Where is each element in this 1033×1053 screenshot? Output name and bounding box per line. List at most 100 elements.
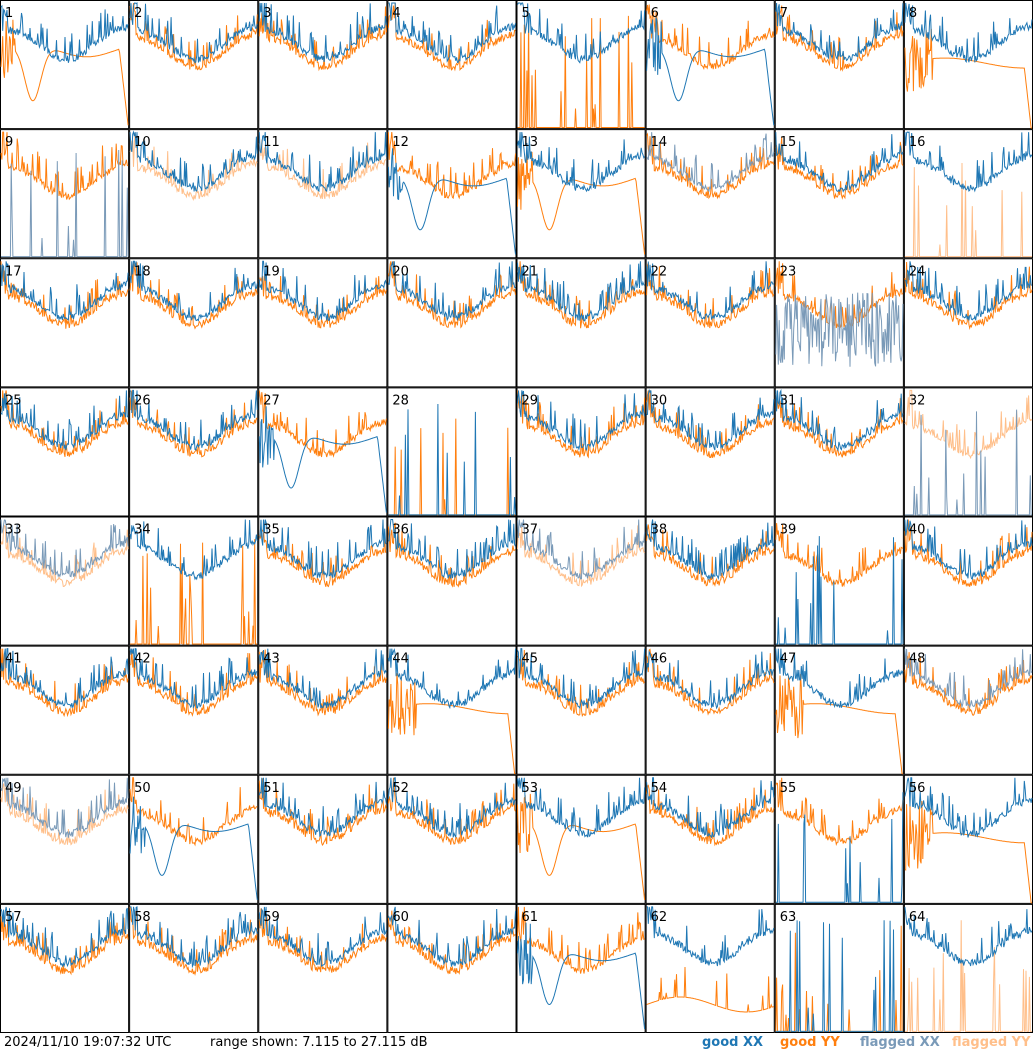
series-yy-panel-12 bbox=[387, 132, 516, 200]
series-yy-panel-60 bbox=[387, 910, 516, 975]
series-xx-panel-23 bbox=[775, 292, 904, 367]
antenna-panel-19: 19 bbox=[258, 258, 388, 388]
legend-good-xx: good XX bbox=[702, 1035, 764, 1050]
series-xx-panel-24 bbox=[904, 261, 1033, 321]
series-yy-panel-30 bbox=[646, 390, 775, 458]
series-xx-panel-53 bbox=[517, 777, 646, 838]
series-xx-panel-27 bbox=[258, 406, 387, 513]
panel-label: 57 bbox=[5, 910, 22, 925]
series-xx-panel-14 bbox=[646, 132, 775, 193]
panel-label: 11 bbox=[263, 135, 280, 150]
panel-label: 41 bbox=[5, 652, 22, 667]
panel-label: 4 bbox=[392, 6, 400, 21]
panel-label: 54 bbox=[651, 781, 668, 796]
series-xx-panel-21 bbox=[517, 261, 645, 322]
series-xx-panel-30 bbox=[646, 388, 775, 451]
series-yy-panel-36 bbox=[387, 522, 516, 588]
panel-frame bbox=[0, 516, 130, 646]
antenna-panel-31: 31 bbox=[774, 387, 904, 517]
series-xx-panel-1 bbox=[0, 4, 129, 63]
legend-good-yy: good YY bbox=[780, 1035, 840, 1050]
series-yy-panel-50 bbox=[129, 777, 258, 847]
panel-label: 47 bbox=[780, 652, 797, 667]
panel-label: 36 bbox=[392, 523, 409, 538]
panel-frame bbox=[774, 774, 904, 904]
antenna-panel-63: 63 bbox=[774, 903, 904, 1033]
panel-label: 61 bbox=[522, 910, 539, 925]
series-yy-panel-9 bbox=[0, 131, 129, 201]
series-yy-panel-17 bbox=[0, 261, 129, 329]
antenna-panel-3: 3 bbox=[258, 0, 388, 130]
panel-label: 7 bbox=[780, 6, 788, 21]
panel-label: 59 bbox=[263, 910, 280, 925]
antenna-panel-45: 45 bbox=[516, 645, 646, 775]
series-yy-panel-18 bbox=[129, 262, 258, 330]
series-xx-panel-15 bbox=[775, 132, 904, 193]
panel-label: 10 bbox=[134, 135, 151, 150]
panel-label: 62 bbox=[651, 910, 668, 925]
series-xx-panel-39 bbox=[775, 536, 904, 645]
series-yy-panel-3 bbox=[258, 6, 387, 72]
antenna-panel-52: 52 bbox=[387, 774, 517, 904]
panel-label: 27 bbox=[263, 393, 280, 408]
antenna-panel-58: 58 bbox=[129, 903, 259, 1033]
series-xx-panel-60 bbox=[387, 906, 516, 967]
series-yy-panel-13 bbox=[517, 148, 646, 255]
antenna-panel-39: 39 bbox=[774, 516, 904, 646]
series-yy-panel-20 bbox=[387, 261, 516, 329]
footer: 2024/11/10 19:07:32 UTC range shown: 7.1… bbox=[0, 1033, 1033, 1053]
panel-label: 40 bbox=[909, 523, 926, 538]
panel-label: 12 bbox=[392, 135, 409, 150]
series-yy-panel-16 bbox=[904, 162, 1032, 258]
antenna-panel-24: 24 bbox=[903, 258, 1033, 388]
series-xx-panel-19 bbox=[258, 260, 387, 321]
panel-frame bbox=[129, 129, 259, 259]
panel-frame bbox=[258, 516, 388, 646]
antenna-panel-11: 11 bbox=[258, 129, 388, 259]
series-xx-panel-35 bbox=[258, 519, 387, 579]
series-xx-panel-40 bbox=[904, 519, 1033, 581]
series-xx-panel-13 bbox=[517, 132, 646, 193]
panel-frame bbox=[0, 645, 130, 775]
panel-label: 13 bbox=[522, 135, 539, 150]
series-xx-panel-18 bbox=[129, 260, 258, 322]
series-xx-panel-54 bbox=[646, 777, 775, 839]
panel-label: 50 bbox=[134, 781, 151, 796]
series-yy-panel-37 bbox=[517, 525, 646, 588]
series-yy-panel-51 bbox=[258, 778, 387, 846]
series-xx-panel-11 bbox=[258, 132, 387, 193]
series-yy-panel-25 bbox=[0, 390, 129, 458]
antenna-panel-10: 10 bbox=[129, 129, 259, 259]
antenna-panel-36: 36 bbox=[387, 516, 517, 646]
antenna-panel-44: 44 bbox=[387, 645, 517, 775]
series-xx-panel-59 bbox=[258, 906, 387, 968]
antenna-panel-18: 18 bbox=[129, 258, 259, 388]
panel-label: 29 bbox=[522, 393, 539, 408]
series-yy-panel-22 bbox=[646, 262, 775, 329]
antenna-panel-16: 16 bbox=[903, 129, 1033, 259]
panel-label: 52 bbox=[392, 781, 409, 796]
series-xx-panel-5 bbox=[517, 2, 646, 64]
series-yy-panel-11 bbox=[258, 139, 387, 200]
antenna-panel-48: 48 bbox=[903, 645, 1033, 775]
series-xx-panel-63 bbox=[775, 920, 903, 1032]
series-xx-panel-12 bbox=[387, 148, 516, 255]
series-xx-panel-34 bbox=[129, 519, 258, 581]
panel-frame bbox=[258, 0, 388, 130]
antenna-panel-38: 38 bbox=[645, 516, 775, 646]
antenna-panel-62: 62 bbox=[645, 903, 775, 1033]
series-xx-panel-7 bbox=[775, 2, 904, 63]
series-xx-panel-16 bbox=[904, 131, 1033, 193]
panel-label: 5 bbox=[522, 6, 530, 21]
panel-label: 32 bbox=[909, 393, 926, 408]
panel-label: 3 bbox=[263, 6, 271, 21]
panel-frame bbox=[129, 903, 259, 1033]
antenna-panel-46: 46 bbox=[645, 645, 775, 775]
series-yy-panel-14 bbox=[646, 132, 775, 200]
antenna-panel-14: 14 bbox=[645, 129, 775, 259]
series-xx-panel-64 bbox=[904, 906, 1033, 967]
antenna-panel-49: 49 bbox=[0, 774, 130, 904]
series-yy-panel-64 bbox=[904, 920, 1032, 1032]
antenna-panel-54: 54 bbox=[645, 774, 775, 904]
antenna-panel-9: 9 bbox=[0, 129, 130, 259]
